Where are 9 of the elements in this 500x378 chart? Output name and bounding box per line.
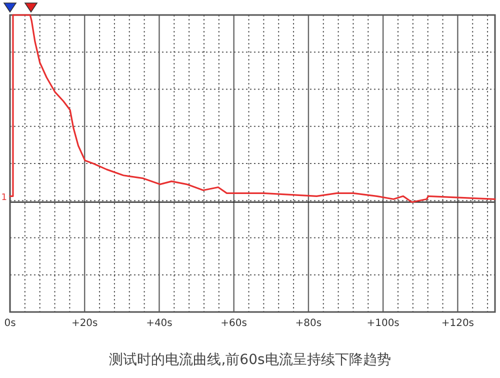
x-tick-label: +60s bbox=[220, 318, 248, 329]
annotation: 1 bbox=[1, 193, 7, 204]
x-tick-label: +120s bbox=[441, 318, 474, 329]
text: 测试时的电流曲线,前60s电流呈持续下降趋势 bbox=[109, 352, 391, 368]
x-tick-label: 0s bbox=[4, 318, 16, 329]
x-tick-label: +40s bbox=[146, 318, 172, 329]
x-tick-label: +80s bbox=[295, 318, 322, 329]
x-tick-label: +100s bbox=[366, 318, 400, 329]
x-tick-label: +20s bbox=[71, 318, 98, 329]
